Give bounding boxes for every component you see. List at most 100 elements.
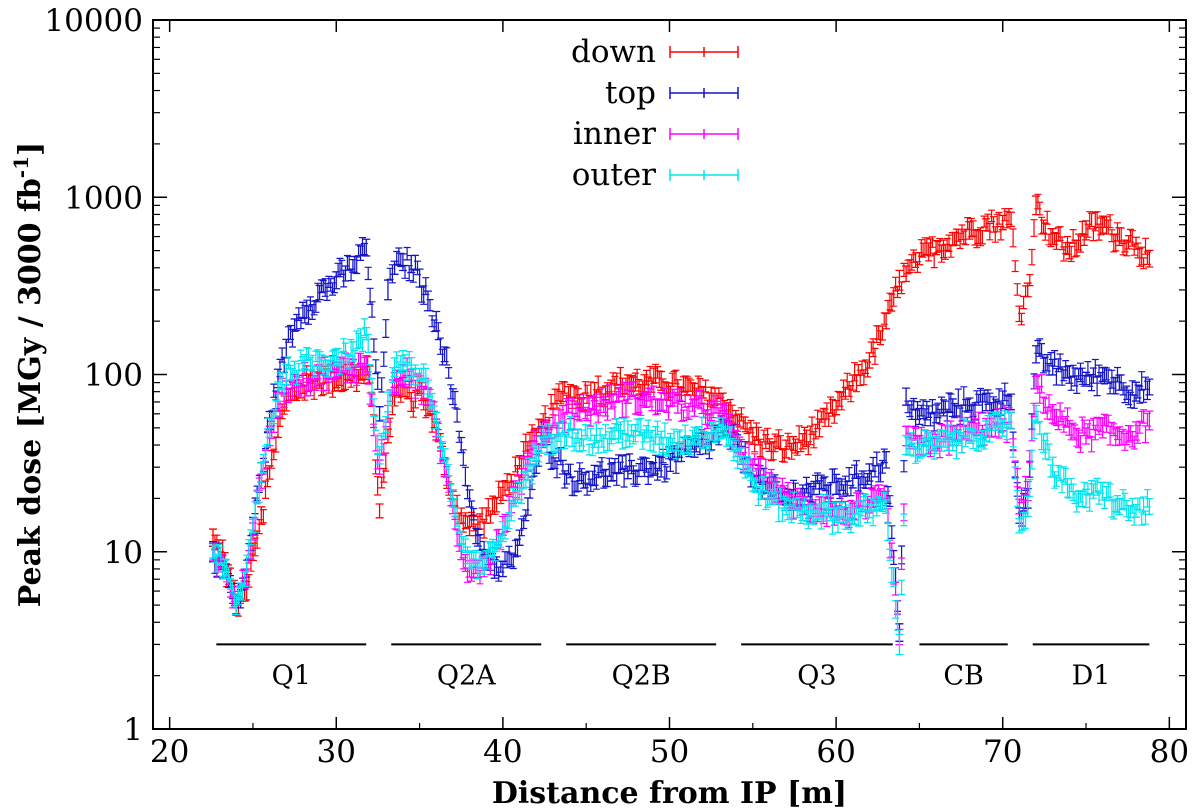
data-point-top [657, 456, 666, 478]
data-point-outer [208, 544, 217, 559]
x-tick-label: 70 [983, 734, 1022, 770]
y-tick-label: 10000 [44, 3, 143, 39]
data-point-outer [1115, 497, 1124, 516]
legend-label-inner: inner [573, 116, 656, 152]
data-point-top [348, 258, 357, 273]
data-point-inner [657, 391, 666, 413]
data-point-outer [407, 356, 416, 378]
region-label-d1: D1 [1072, 660, 1111, 691]
data-point-outer [432, 411, 441, 430]
x-tick-label: 50 [650, 734, 689, 770]
data-point-top [1048, 358, 1057, 376]
data-point-outer [848, 506, 857, 525]
data-point-top [948, 398, 957, 418]
data-point-top [1032, 345, 1041, 364]
data-point-top [965, 397, 974, 412]
data-point-outer [735, 448, 744, 463]
series-outer [208, 318, 1154, 656]
data-point-top [832, 473, 841, 495]
data-point-down [1098, 215, 1107, 234]
data-point-outer [640, 429, 649, 443]
data-point-top [362, 238, 371, 257]
data-point-down [848, 374, 857, 391]
data-point-outer [273, 381, 282, 403]
y-axis-title: Peak dose [MGy / 3000 fb-1] [9, 142, 48, 607]
legend-swatch-inner [669, 128, 739, 140]
data-point-outer [623, 420, 632, 442]
legend: down top inner outer [571, 34, 739, 193]
legend-label-top: top [605, 75, 656, 111]
y-tick-label: 1000 [64, 180, 143, 216]
axes: 20 30 40 50 60 70 80 1 10 100 1000 10000 [44, 3, 1189, 770]
legend-swatch-outer [669, 169, 739, 181]
data-point-top [523, 497, 532, 516]
data-point-inner [623, 389, 632, 404]
data-point-inner [673, 394, 682, 414]
data-point-down [798, 433, 807, 450]
data-point-down [1032, 195, 1041, 216]
y-axis-title-main: Peak dose [MGy / 3000 fb [13, 178, 48, 607]
series-top [208, 237, 1154, 642]
data-point-top [498, 560, 507, 578]
legend-swatch-down [669, 46, 739, 58]
region-label-q1: Q1 [272, 660, 311, 691]
data-point-outer [1065, 483, 1074, 499]
data-point-inner [1032, 375, 1041, 390]
data-point-inner [1145, 410, 1154, 431]
data-point-down [407, 391, 416, 413]
data-point-top [882, 451, 891, 469]
data-point-outer [707, 421, 716, 441]
data-point-outer [383, 391, 392, 413]
region-label-q3: Q3 [797, 660, 836, 691]
x-tick-label: 30 [317, 734, 356, 770]
x-axis-title: Distance from IP [m] [492, 776, 847, 810]
data-point-outer [348, 341, 357, 362]
data-point-down [1115, 227, 1124, 247]
x-tick-label: 40 [483, 734, 522, 770]
legend-label-down: down [571, 34, 656, 70]
data-point-top [298, 301, 307, 320]
data-point-top [932, 404, 941, 424]
data-point-outer [882, 499, 891, 514]
y-axis-title-end: ] [13, 142, 48, 156]
data-series-group [208, 193, 1154, 656]
data-point-top [640, 457, 649, 478]
data-point-top [558, 459, 567, 475]
data-point-outer [362, 326, 371, 341]
y-tick-label: 1 [123, 712, 143, 748]
legend-label-outer: outer [572, 157, 656, 193]
data-point-top [815, 480, 824, 496]
data-point-down [765, 438, 774, 453]
data-point-outer [1082, 488, 1091, 509]
data-point-top [865, 463, 874, 482]
data-point-outer [1007, 411, 1016, 430]
data-point-down [915, 252, 924, 266]
data-point-inner [1065, 419, 1074, 436]
data-point-down [375, 503, 384, 519]
legend-swatch-top [669, 87, 739, 99]
data-point-inner [590, 400, 599, 415]
series-fill-outer [211, 318, 1151, 631]
data-point-top [798, 484, 807, 498]
y-tick-label: 100 [84, 358, 143, 394]
data-point-top [375, 406, 384, 422]
data-point-outer [748, 470, 757, 492]
data-point-down [832, 400, 841, 416]
data-point-down [1048, 227, 1057, 246]
y-tick-label: 10 [104, 535, 143, 571]
data-point-top [515, 529, 524, 546]
data-point-outer [457, 530, 466, 545]
x-tick-label: 60 [816, 734, 855, 770]
data-point-down [982, 218, 991, 232]
data-point-outer [782, 497, 791, 516]
data-point-top [398, 253, 407, 272]
y-axis-title-superscript: -1 [9, 156, 33, 178]
data-point-outer [590, 434, 599, 448]
data-point-outer [290, 360, 299, 374]
region-label-q2b: Q2B [612, 660, 671, 691]
data-point-outer [815, 503, 824, 519]
data-point-outer [895, 633, 904, 656]
x-tick-label: 80 [1150, 734, 1189, 770]
region-label-cb: CB [943, 660, 984, 691]
